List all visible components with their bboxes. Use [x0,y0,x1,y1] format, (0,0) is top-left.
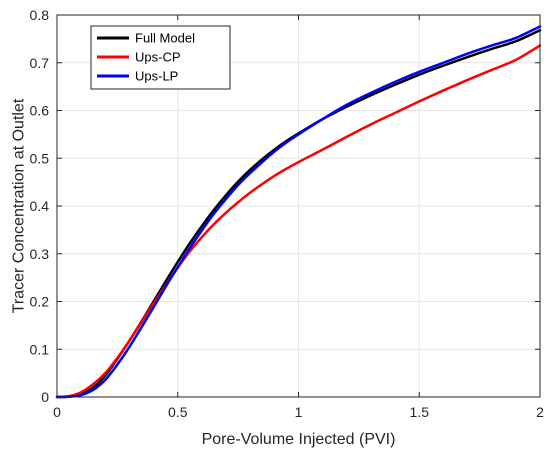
x-tick-label: 0 [53,404,61,420]
y-tick-label: 0.8 [30,7,50,23]
legend-label: Ups-CP [135,50,181,65]
x-tick-label: 2 [536,404,544,420]
x-axis-label: Pore-Volume Injected (PVI) [202,431,396,448]
y-tick-label: 0.6 [30,103,50,119]
series-line-ups-lp [55,25,542,399]
x-tick-label: 0.5 [168,404,188,420]
x-tick-label: 1 [295,404,303,420]
y-tick-label: 0.4 [30,198,50,214]
legend-label: Full Model [135,31,195,46]
series-lines [55,25,542,399]
y-tick-label: 0 [41,389,49,405]
y-tick-label: 0.2 [30,294,50,310]
legend: Full Model Ups-CP Ups-LP [90,25,231,90]
legend-label: Ups-LP [135,69,178,84]
x-tick-label: 1.5 [410,404,430,420]
y-tick-label: 0.5 [30,150,50,166]
y-tick-label: 0.3 [30,246,50,262]
series-line-ups-cp [55,44,542,399]
y-tick-label: 0.1 [30,341,50,357]
y-axis-label: Tracer Concentration at Outlet [11,98,28,313]
axis-ticks: 0 0.5 1 1.5 2 0 0.1 0.2 0.3 0.4 0.5 0.6 0.7 0.8 [30,7,545,420]
y-tick-label: 0.7 [30,55,50,71]
